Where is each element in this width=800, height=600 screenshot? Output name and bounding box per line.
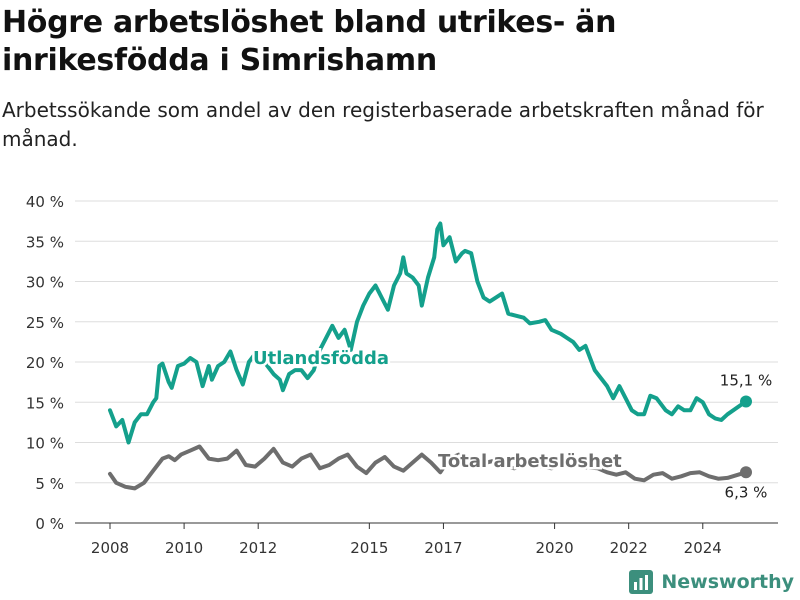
y-tick-label: 20 % bbox=[26, 354, 64, 372]
y-tick-label: 30 % bbox=[26, 274, 64, 292]
chart-subtitle: Arbetssökande som andel av den registerb… bbox=[2, 98, 764, 151]
y-tick-label: 25 % bbox=[26, 314, 64, 332]
end-point-marker bbox=[740, 466, 752, 479]
brand-name: Newsworthy bbox=[661, 571, 794, 593]
end-point-marker bbox=[740, 395, 752, 408]
x-tick-label: 2008 bbox=[91, 539, 129, 557]
end-label-total: 6,3 % bbox=[725, 483, 768, 501]
x-tick-label: 2020 bbox=[535, 539, 573, 557]
x-tick-label: 2024 bbox=[684, 539, 722, 557]
x-tick-label: 2010 bbox=[165, 539, 203, 557]
series-label-utlandsfodda: Utlandsfödda bbox=[253, 348, 389, 369]
line-layer bbox=[108, 221, 752, 491]
x-tick-label: 2017 bbox=[424, 539, 462, 557]
series-line-utlandsfodda bbox=[108, 221, 748, 445]
y-tick-label: 15 % bbox=[26, 394, 64, 412]
end-label-utlandsfodda: 15,1 % bbox=[720, 371, 772, 389]
newsworthy-icon bbox=[629, 570, 654, 594]
series-label-total: Total arbetslöshet bbox=[438, 451, 622, 472]
y-tick-label: 0 % bbox=[35, 515, 64, 533]
label-layer: Utlandsfödda Total arbetslöshet 15,1 % 6,3 … bbox=[251, 346, 773, 502]
y-tick-label: 5 % bbox=[35, 475, 64, 493]
series-line-total bbox=[108, 444, 748, 491]
x-tick-label: 2015 bbox=[350, 539, 388, 557]
y-tick-label: 10 % bbox=[26, 435, 64, 453]
y-tick-label: 35 % bbox=[26, 233, 64, 251]
x-tick-label: 2012 bbox=[239, 539, 277, 557]
chart-title: Högre arbetslöshet bland utrikes- än inr… bbox=[2, 5, 617, 78]
grid-layer: 0 % 5 % 10 % 15 % 20 % 25 % 30 % 35 % 40 % 2008 20… bbox=[26, 193, 778, 557]
y-tick-label: 40 % bbox=[26, 193, 64, 211]
x-tick-label: 2022 bbox=[610, 539, 648, 557]
brand-logo: Newsworthy bbox=[629, 570, 794, 594]
